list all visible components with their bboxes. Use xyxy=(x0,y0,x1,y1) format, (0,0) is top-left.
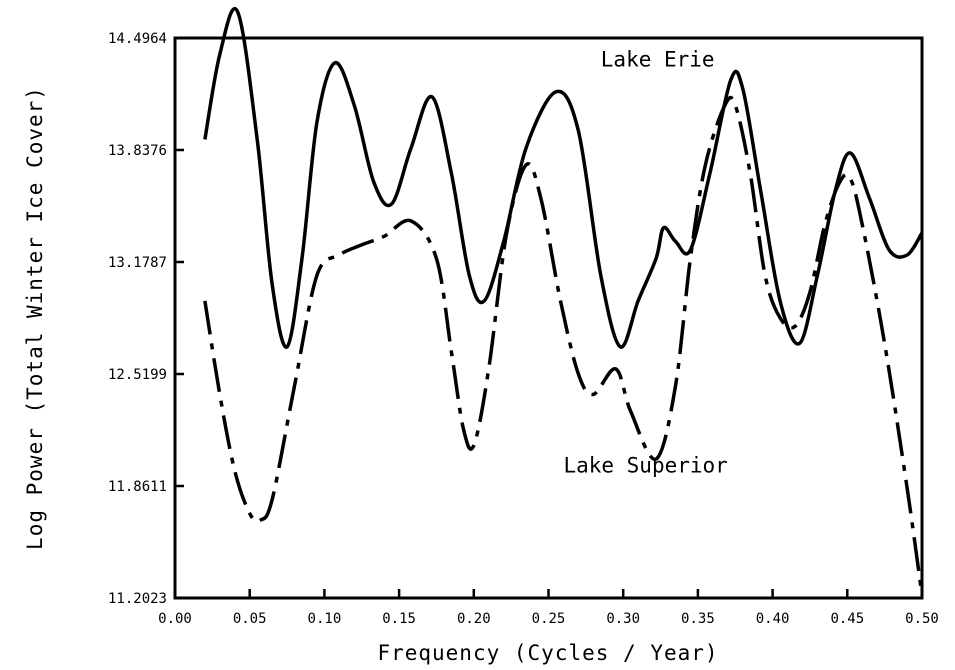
y-axis-title: Log Power (Total Winter Ice Cover) xyxy=(23,86,47,550)
x-axis-ticks: 0.00 0.05 0.10 0.15 0.20 0.25 0.30 0.35 0.40 0.45… xyxy=(158,589,939,627)
series-annotation: Lake Superior xyxy=(563,454,727,478)
x-tick-label: 0.40 xyxy=(756,611,790,627)
x-axis-title: Frequency (Cycles / Year) xyxy=(377,641,718,665)
x-tick-label: 0.45 xyxy=(830,611,864,627)
x-tick-label: 0.10 xyxy=(308,611,342,627)
x-tick-label: 0.25 xyxy=(532,611,566,627)
y-tick-label: 14.4964 xyxy=(108,31,167,47)
x-tick-label: 0.05 xyxy=(233,611,267,627)
x-tick-label: 0.15 xyxy=(382,611,416,627)
x-tick-label: 0.20 xyxy=(457,611,491,627)
x-tick-label: 0.30 xyxy=(606,611,640,627)
x-tick-label: 0.50 xyxy=(905,611,939,627)
series-line-lake-erie xyxy=(203,7,924,349)
series-line-lake-superior xyxy=(203,95,924,596)
annotation-layer: Lake Erie Lake Superior xyxy=(563,47,727,477)
series-layer xyxy=(203,7,924,596)
x-tick-label: 0.35 xyxy=(681,611,715,627)
x-tick-label: 0.00 xyxy=(158,611,192,627)
y-tick-label: 11.2023 xyxy=(108,591,167,607)
y-tick-label: 13.1787 xyxy=(108,255,167,271)
y-tick-label: 13.8376 xyxy=(108,143,167,159)
y-tick-label: 12.5199 xyxy=(108,367,167,383)
y-tick-label: 11.8611 xyxy=(108,479,167,495)
y-axis-ticks: 11.2023 11.8611 12.5199 13.1787 13.8376 14.49… xyxy=(108,31,184,607)
series-annotation: Lake Erie xyxy=(601,47,715,71)
